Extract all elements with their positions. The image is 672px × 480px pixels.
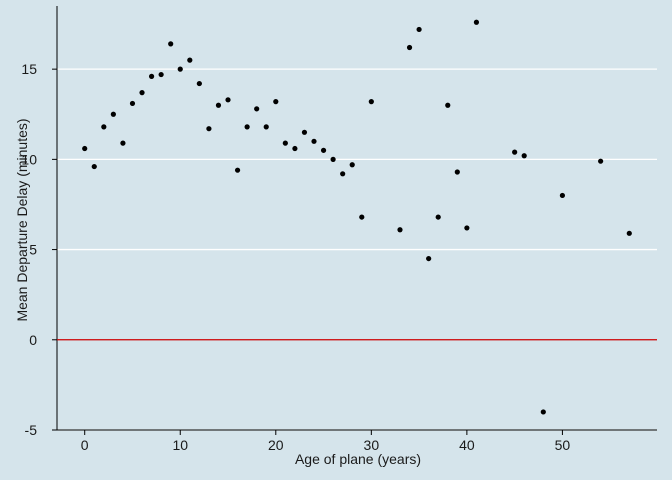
data-points: [82, 19, 632, 415]
data-point: [359, 214, 365, 220]
data-point: [129, 100, 136, 107]
data-point: [521, 153, 527, 159]
x-axis-ticks: 0 10 20 30 40 50: [81, 430, 571, 453]
y-tick-label: 15: [21, 61, 37, 77]
data-point: [330, 156, 336, 162]
data-point: [598, 158, 604, 164]
data-point: [168, 41, 174, 47]
data-point: [187, 57, 193, 63]
data-point: [196, 80, 202, 87]
data-point: [426, 255, 432, 262]
data-point: [101, 124, 107, 130]
data-point: [368, 99, 374, 105]
data-point: [82, 145, 88, 152]
x-tick-label: 0: [81, 437, 89, 453]
data-point: [292, 145, 298, 152]
data-point: [263, 124, 269, 130]
y-tick-label: 0: [29, 332, 37, 348]
data-point: [473, 19, 480, 25]
y-tick-label: -5: [25, 422, 38, 438]
data-point: [148, 73, 155, 79]
data-point: [282, 140, 288, 146]
x-tick-label: 40: [459, 437, 475, 453]
data-point: [559, 192, 566, 199]
data-point: [540, 409, 546, 415]
data-point: [225, 97, 231, 103]
data-point: [311, 138, 317, 144]
x-axis-title: Age of plane (years): [295, 451, 421, 467]
data-point: [234, 167, 241, 173]
data-point: [416, 26, 422, 33]
data-point: [273, 99, 279, 105]
y-axis-title: Mean Departure Delay (minutes): [14, 118, 30, 321]
data-point: [397, 227, 403, 233]
data-point: [158, 71, 164, 78]
data-point: [177, 66, 183, 72]
data-point: [120, 140, 126, 146]
data-point: [139, 90, 145, 96]
data-point: [91, 163, 97, 170]
data-point: [206, 126, 212, 132]
axes: [56, 6, 657, 431]
gridlines: [57, 68, 657, 431]
data-point: [254, 106, 260, 112]
data-point: [320, 147, 327, 153]
data-point: [406, 44, 413, 51]
y-axis-ticks: -5 0 5 10 15: [21, 61, 57, 438]
data-point: [349, 162, 355, 168]
data-point: [626, 230, 632, 236]
y-tick-label: 10: [21, 151, 37, 167]
x-tick-label: 20: [268, 437, 284, 453]
x-tick-label: 30: [364, 437, 380, 453]
data-point: [301, 129, 308, 135]
data-point: [110, 111, 116, 117]
data-point: [454, 169, 460, 175]
y-tick-label: 5: [29, 242, 37, 258]
data-point: [244, 124, 250, 130]
data-point: [215, 102, 222, 108]
x-tick-label: 10: [172, 437, 188, 453]
x-tick-label: 50: [555, 437, 571, 453]
data-point: [445, 102, 451, 108]
data-point: [340, 171, 346, 177]
data-point: [464, 225, 470, 231]
data-point: [512, 149, 518, 155]
data-point: [435, 214, 441, 220]
